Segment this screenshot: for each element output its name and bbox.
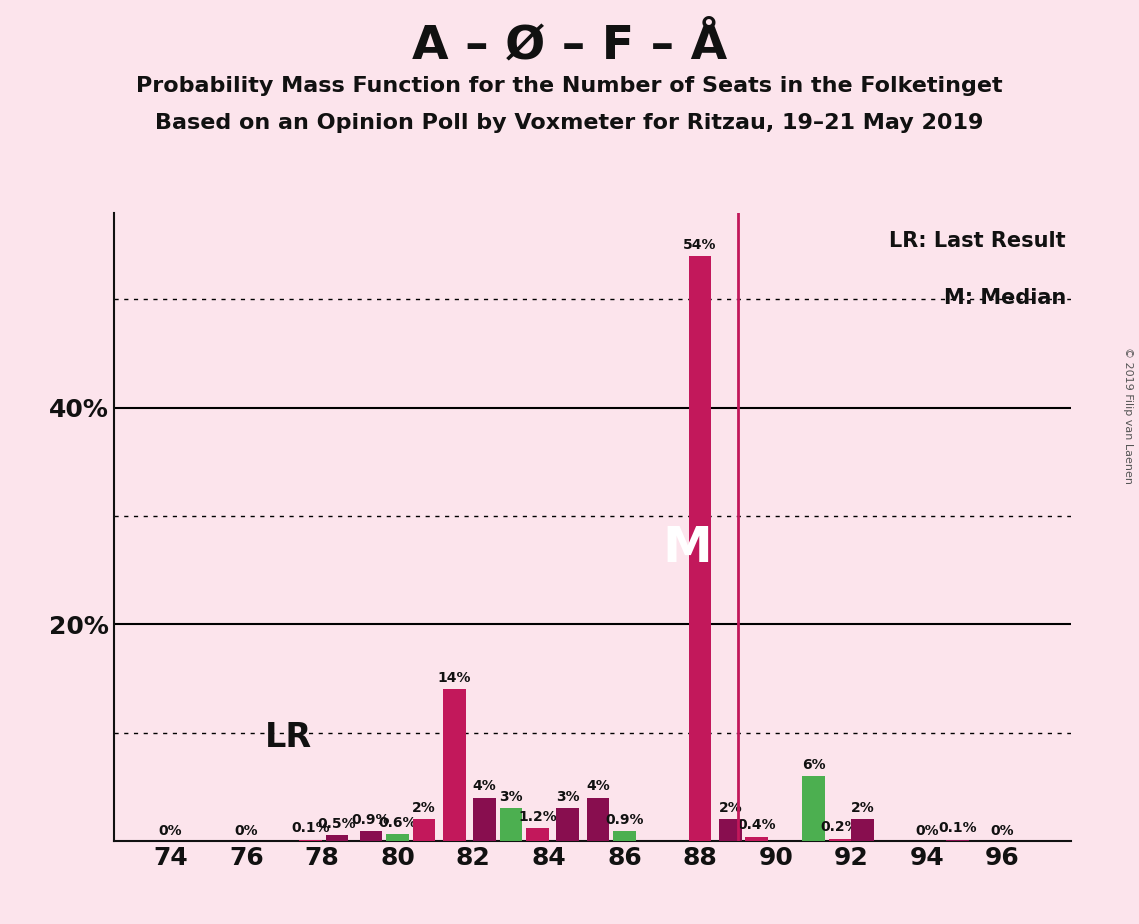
Text: © 2019 Filip van Laenen: © 2019 Filip van Laenen xyxy=(1123,347,1133,484)
Bar xyxy=(300,840,322,841)
Text: Based on an Opinion Poll by Voxmeter for Ritzau, 19–21 May 2019: Based on an Opinion Poll by Voxmeter for… xyxy=(155,113,984,133)
Text: LR: Last Result: LR: Last Result xyxy=(890,231,1066,251)
Text: 2%: 2% xyxy=(719,801,743,815)
Bar xyxy=(587,797,609,841)
Text: 2%: 2% xyxy=(851,801,875,815)
Text: 0.2%: 0.2% xyxy=(821,821,859,834)
Text: 0%: 0% xyxy=(915,823,939,837)
Bar xyxy=(443,689,466,841)
Bar xyxy=(412,820,435,841)
Text: M: Median: M: Median xyxy=(943,288,1066,308)
Bar xyxy=(802,776,825,841)
Text: 14%: 14% xyxy=(437,671,472,685)
Text: 3%: 3% xyxy=(556,790,580,804)
Text: 4%: 4% xyxy=(587,779,609,793)
Bar xyxy=(556,808,579,841)
Text: M: M xyxy=(662,524,712,572)
Bar xyxy=(945,840,968,841)
Text: Probability Mass Function for the Number of Seats in the Folketinget: Probability Mass Function for the Number… xyxy=(137,76,1002,96)
Bar xyxy=(500,808,523,841)
Bar xyxy=(851,820,874,841)
Text: 2%: 2% xyxy=(412,801,436,815)
Bar xyxy=(829,839,851,841)
Bar xyxy=(473,797,495,841)
Bar xyxy=(386,834,409,841)
Text: 0%: 0% xyxy=(991,823,1015,837)
Bar xyxy=(719,820,741,841)
Text: 3%: 3% xyxy=(499,790,523,804)
Text: 0.1%: 0.1% xyxy=(292,821,330,835)
Text: 6%: 6% xyxy=(802,758,826,772)
Bar xyxy=(689,256,712,841)
Text: 0.5%: 0.5% xyxy=(318,817,357,831)
Text: A – Ø – F – Å: A – Ø – F – Å xyxy=(412,23,727,68)
Bar xyxy=(326,835,349,841)
Bar xyxy=(613,831,636,841)
Text: 0.4%: 0.4% xyxy=(737,818,776,833)
Text: 0.9%: 0.9% xyxy=(352,813,391,827)
Text: 0%: 0% xyxy=(158,823,182,837)
Text: 54%: 54% xyxy=(683,237,716,251)
Bar xyxy=(360,831,383,841)
Bar xyxy=(745,836,768,841)
Text: 4%: 4% xyxy=(473,779,497,793)
Bar xyxy=(526,828,549,841)
Text: 0%: 0% xyxy=(235,823,259,837)
Text: 1.2%: 1.2% xyxy=(518,809,557,823)
Text: LR: LR xyxy=(265,722,312,754)
Text: 0.9%: 0.9% xyxy=(605,813,644,827)
Text: 0.1%: 0.1% xyxy=(937,821,976,835)
Text: 0.6%: 0.6% xyxy=(378,816,417,830)
